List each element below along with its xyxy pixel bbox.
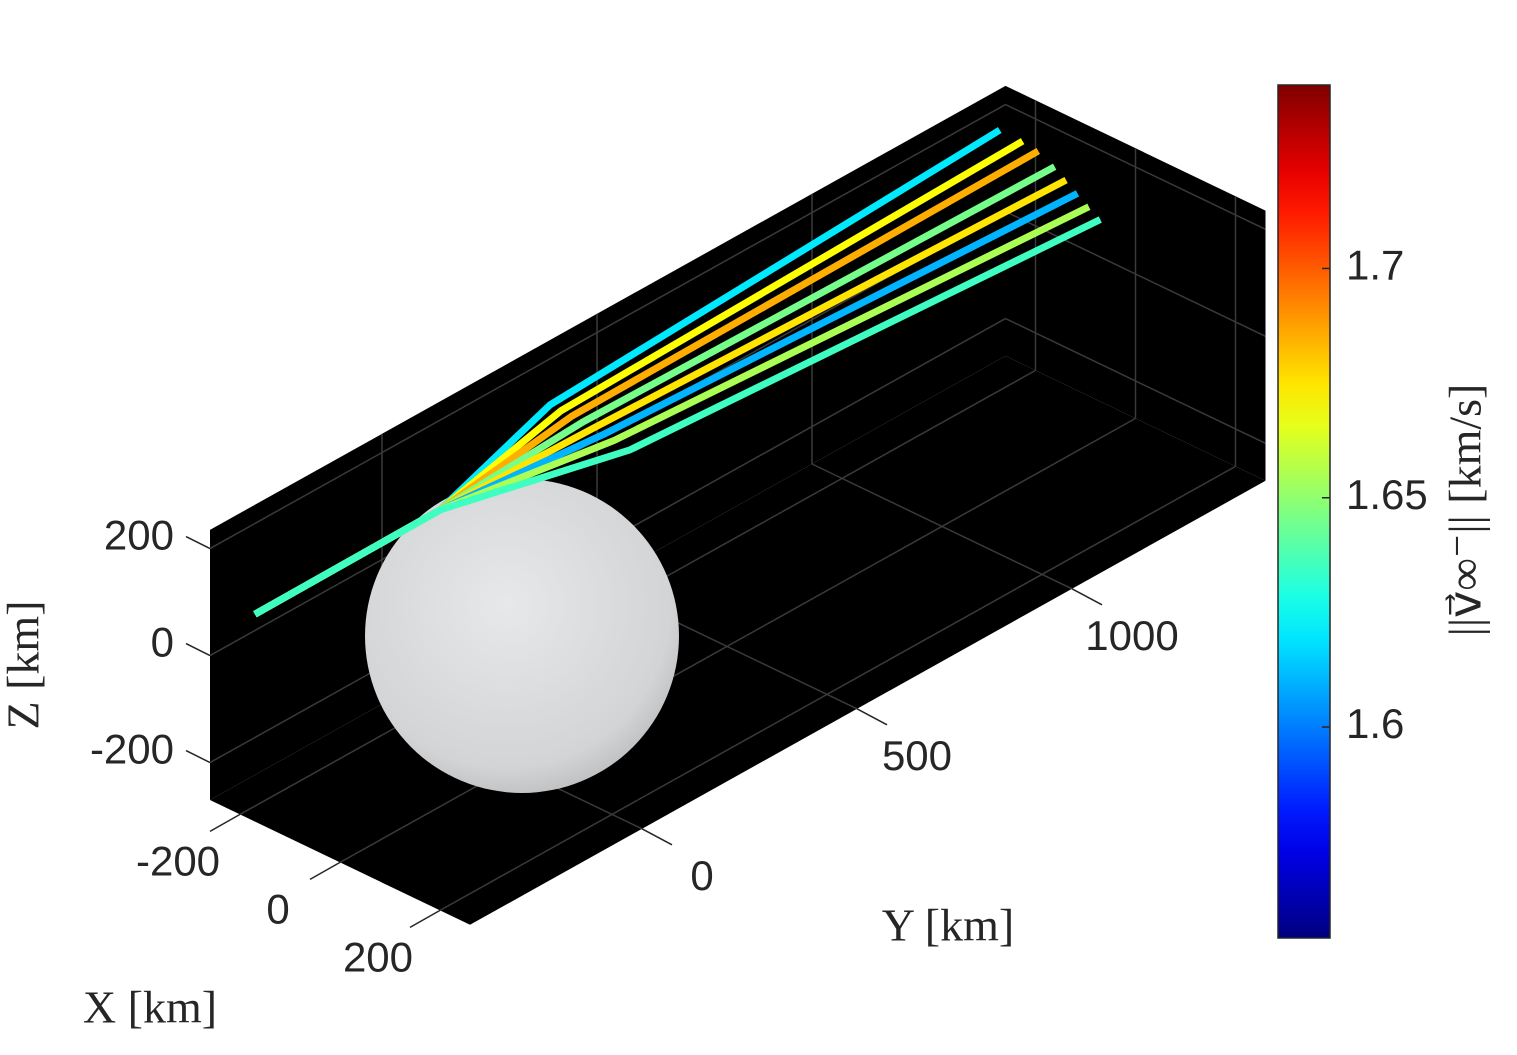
- colorbar-tick-label: 1.6: [1346, 700, 1404, 747]
- grid-line: [439, 465, 1236, 912]
- z-axis-label: Z [km]: [0, 600, 49, 729]
- y-axis-label: Y [km]: [882, 900, 1014, 951]
- x-tick: [409, 909, 441, 929]
- moon: [365, 478, 679, 793]
- z-tick-label: 200: [104, 512, 174, 559]
- z-tick: [185, 749, 211, 764]
- grid-line: [209, 103, 1006, 550]
- labels: X [km] Y [km] Z [km] ||v⃗∞⁻|| [km/s]: [0, 384, 1491, 1033]
- x-tick: [309, 861, 341, 881]
- panes: -200 0 200 0 500 1000 -200 0 200: [90, 85, 1266, 980]
- x-tick: [209, 813, 241, 833]
- grid-line: [339, 417, 1136, 864]
- x-tick-label: 200: [343, 933, 413, 980]
- grid-line: [1005, 317, 1266, 445]
- z-tick: [185, 535, 211, 550]
- marks: 1.6 1.65 1.7: [253, 84, 1428, 939]
- grid-line: [1005, 210, 1266, 338]
- x-tick-label: 0: [266, 885, 289, 932]
- x-tick-label: -200: [136, 837, 220, 884]
- y-tick-label: 1000: [1085, 612, 1178, 659]
- colorbar-tick-label: 1.65: [1346, 471, 1428, 518]
- grid-line: [811, 463, 1073, 590]
- y-tick: [856, 708, 888, 726]
- colorbar-label: ||v⃗∞⁻|| [km/s]: [1440, 384, 1491, 637]
- trajectory: [253, 216, 1102, 618]
- colorbar-tick-label: 1.7: [1346, 242, 1404, 289]
- colorbar: [1277, 84, 1331, 939]
- grid-line: [1005, 103, 1266, 231]
- y-tick: [641, 828, 673, 846]
- z-tick-label: -200: [90, 726, 174, 773]
- z-tick: [185, 642, 211, 657]
- y-tick-label: 500: [882, 732, 952, 779]
- y-tick-label: 0: [690, 852, 713, 899]
- x-axis-label: X [km]: [83, 982, 217, 1033]
- z-tick-label: 0: [151, 619, 174, 666]
- y-tick: [1071, 588, 1103, 606]
